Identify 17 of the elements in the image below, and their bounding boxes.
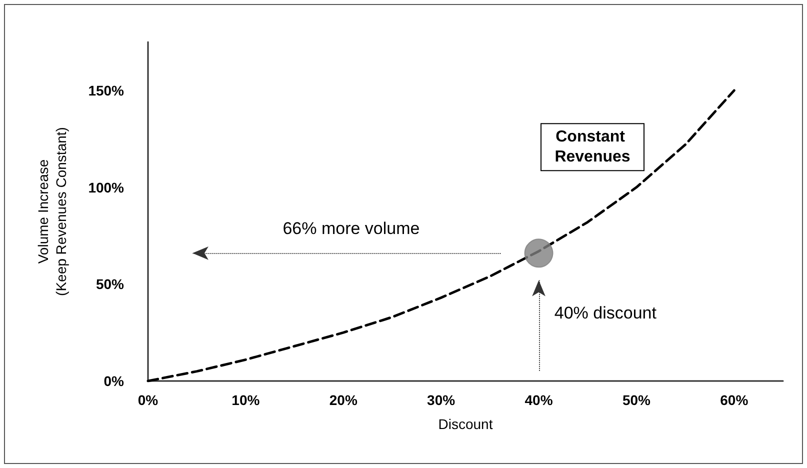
- x-tick-label: 20%: [329, 392, 358, 408]
- x-tick-label: 0%: [138, 392, 159, 408]
- y-tick-label: 150%: [88, 82, 125, 98]
- x-tick-label: 10%: [232, 392, 260, 408]
- x-tick-label: 40%: [524, 392, 554, 408]
- x-tick-label: 50%: [622, 392, 652, 408]
- annotation: 66% more volume: [282, 218, 420, 238]
- x-tick-label: 30%: [427, 392, 456, 408]
- y-tick-label: 100%: [88, 179, 125, 196]
- annotation: Constant Revenues: [554, 128, 630, 166]
- y-tick-label: 0%: [104, 373, 125, 389]
- annotation: 40% discount: [554, 304, 657, 323]
- y-axis-title: Volume Increase (Keep Revenues Constant): [35, 127, 69, 296]
- line-series: [146, 89, 736, 382]
- y-tick-label: 50%: [96, 276, 125, 292]
- x-axis-title: Discount: [438, 416, 493, 432]
- x-tick-label: 60%: [720, 392, 749, 408]
